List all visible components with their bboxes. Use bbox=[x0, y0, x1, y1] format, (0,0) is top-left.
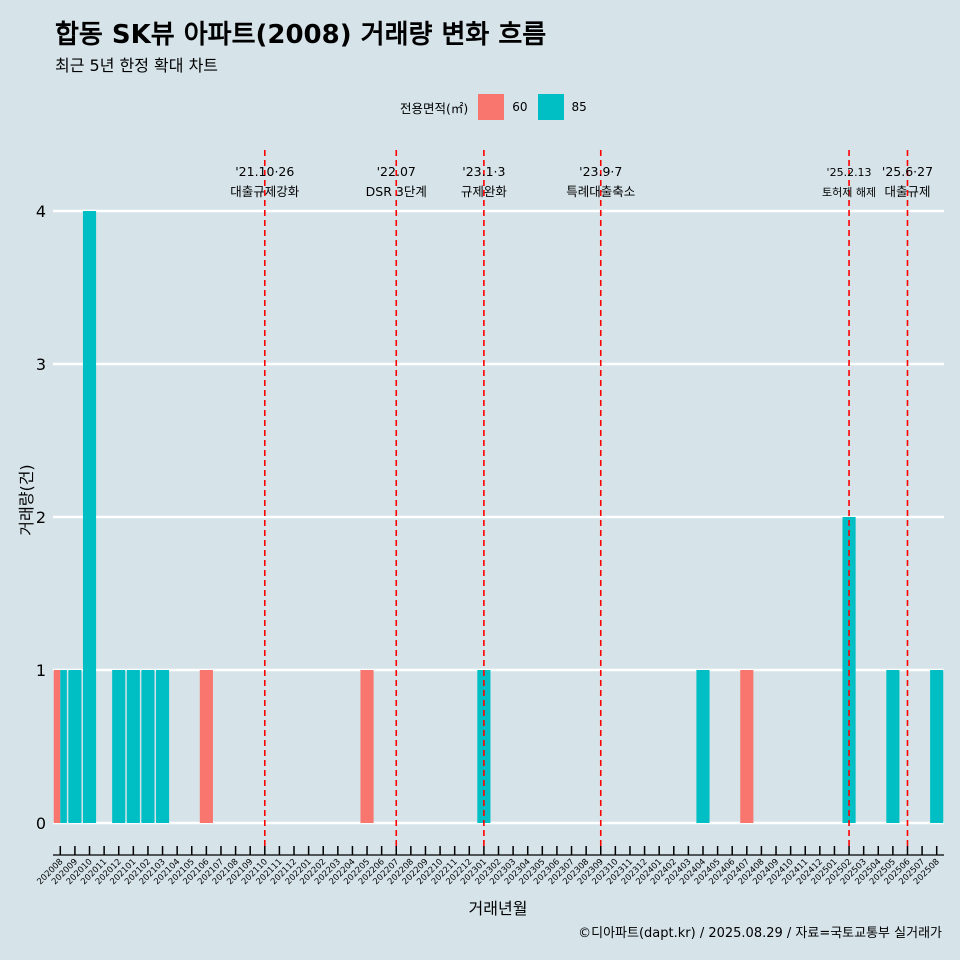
event-date-2: '23.1·3 bbox=[462, 164, 505, 179]
y-tick-label: 2 bbox=[36, 508, 46, 527]
event-label-5: 대출규제 bbox=[884, 184, 930, 199]
legend-title: 전용면적(㎡) bbox=[400, 100, 469, 116]
event-label-2: 규제완화 bbox=[461, 184, 508, 199]
event-date-5: '25.6·27 bbox=[882, 164, 933, 179]
legend: 전용면적(㎡) 60 85 bbox=[400, 92, 597, 122]
bar-85-202012 bbox=[112, 670, 126, 823]
legend-label-85: 85 bbox=[571, 100, 587, 114]
event-label-1: DSR 3단계 bbox=[366, 184, 427, 199]
bar-85-202009 bbox=[68, 670, 82, 823]
legend-label-60: 60 bbox=[512, 100, 528, 114]
bar-85-202404 bbox=[696, 670, 710, 823]
y-tick-label: 0 bbox=[36, 814, 46, 833]
bar-85-202010 bbox=[82, 211, 97, 823]
legend-swatch-85 bbox=[537, 94, 564, 120]
y-tick-label: 1 bbox=[36, 661, 46, 680]
event-date-0: '21.10·26 bbox=[235, 164, 294, 179]
source-caption: ©디아파트(dapt.kr) / 2025.08.29 / 자료=국토교통부 실… bbox=[578, 926, 942, 941]
event-date-1: '22.07 bbox=[377, 164, 416, 179]
event-date-4: '25.2.13 bbox=[827, 166, 872, 179]
bar-85-202102 bbox=[141, 670, 155, 823]
bar-60-202205 bbox=[360, 670, 374, 823]
event-label-4: 토허제 해제 bbox=[822, 185, 876, 199]
legend-swatch-60 bbox=[478, 94, 505, 120]
y-axis-title: 거래량(건) bbox=[17, 464, 36, 535]
bar-85-202508 bbox=[930, 670, 944, 823]
legend-item-85: 85 bbox=[537, 94, 587, 120]
event-label-0: 대출규제강화 bbox=[230, 184, 300, 199]
bar-85-202008 bbox=[60, 670, 67, 823]
bar-60-202407 bbox=[740, 670, 754, 823]
bar-60-202008 bbox=[53, 670, 61, 823]
bar-85-202505 bbox=[886, 670, 900, 823]
event-date-3: '23.9·7 bbox=[579, 164, 622, 179]
bar-85-202301 bbox=[477, 670, 491, 823]
y-tick-label: 4 bbox=[36, 202, 46, 221]
x-axis-title: 거래년월 bbox=[469, 899, 528, 918]
bar-85-202103 bbox=[155, 670, 170, 823]
bar-60-202106 bbox=[199, 670, 213, 823]
chart-subtitle: 최근 5년 한정 확대 차트 bbox=[55, 56, 219, 75]
legend-item-60: 60 bbox=[478, 94, 528, 120]
bar-85-202101 bbox=[126, 670, 140, 823]
chart-title: 합동 SK뷰 아파트(2008) 거래량 변화 흐름 bbox=[55, 20, 547, 50]
y-tick-label: 3 bbox=[36, 355, 46, 374]
event-label-3: 특례대출축소 bbox=[566, 184, 635, 199]
